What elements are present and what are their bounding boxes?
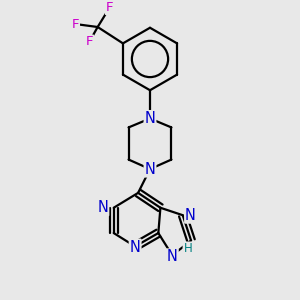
- Text: F: F: [85, 35, 93, 48]
- Text: F: F: [106, 1, 113, 14]
- Text: F: F: [72, 17, 79, 31]
- Text: N: N: [130, 239, 141, 254]
- Text: N: N: [167, 249, 178, 264]
- Text: N: N: [185, 208, 196, 223]
- Text: N: N: [145, 162, 155, 177]
- Text: H: H: [183, 242, 192, 255]
- Text: N: N: [145, 111, 155, 126]
- Text: N: N: [98, 200, 108, 215]
